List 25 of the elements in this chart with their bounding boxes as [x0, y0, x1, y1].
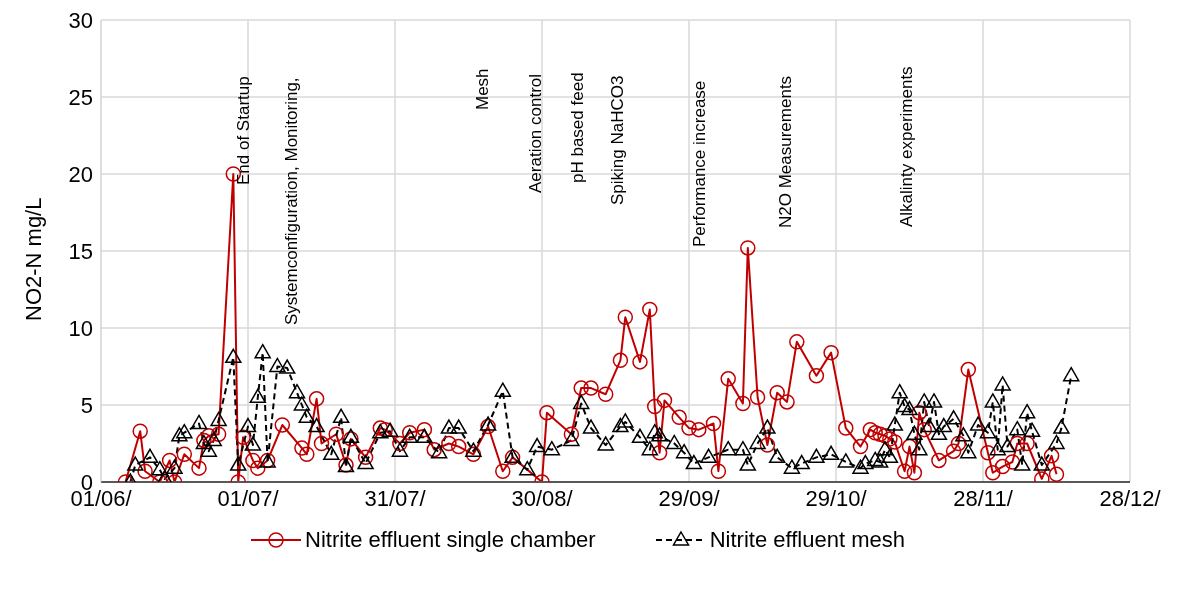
x-tick-label: 30/08/: [511, 485, 574, 511]
annotation: Performance increase: [689, 80, 709, 247]
x-tick-label: 28/12/: [1099, 485, 1162, 511]
x-tick-label: 29/10/: [805, 485, 868, 511]
y-tick-label: 5: [80, 392, 93, 418]
annotation: Alkalinty experiments: [896, 66, 916, 227]
legend-label: Nitrite effluent mesh: [709, 527, 905, 553]
y-tick-label: 10: [68, 315, 93, 341]
x-tick-label: 28/11/: [953, 485, 1014, 511]
annotation: pH based feed: [567, 72, 587, 183]
x-tick-label: 01/07/: [217, 485, 280, 511]
x-tick-label: 29/09/: [658, 485, 721, 511]
y-tick-label: 25: [68, 84, 93, 110]
y-tick-label: 20: [68, 161, 93, 187]
x-tick-label: 31/07/: [364, 485, 427, 511]
annotation: End of Startup: [233, 76, 253, 185]
annotation: N2O Measurements: [775, 75, 795, 228]
annotation: Mesh: [472, 68, 492, 110]
annotation: Aeration control: [525, 73, 545, 193]
y-tick-label: 30: [68, 7, 93, 33]
y-tick-label: 15: [68, 238, 93, 264]
legend-label: Nitrite effluent single chamber: [305, 527, 596, 553]
annotation: Systemconfiguration, Monitoring,: [281, 77, 301, 325]
annotation: Spiking NaHCO3: [607, 75, 627, 205]
y-axis-title: NO2-N mg/L: [20, 197, 46, 321]
